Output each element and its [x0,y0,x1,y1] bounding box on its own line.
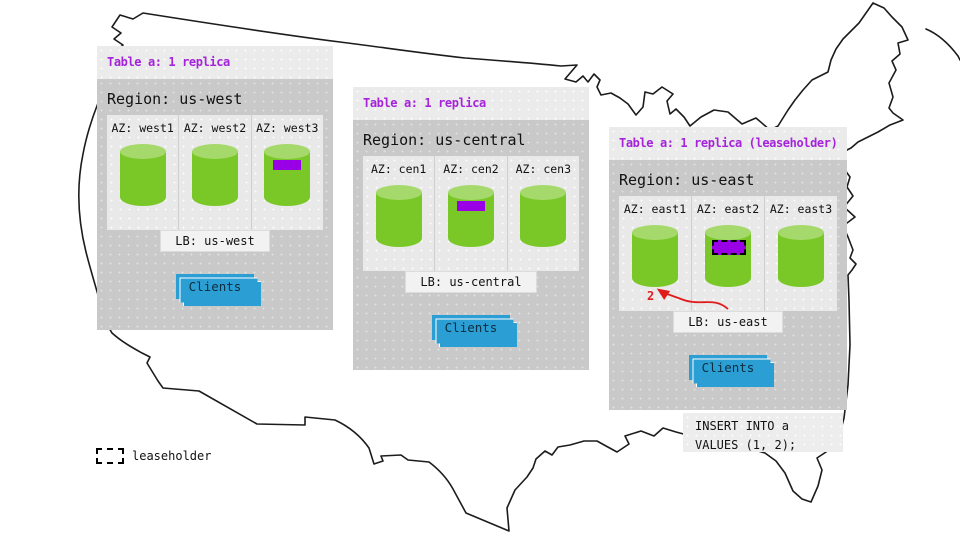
az-label: AZ: west3 [256,121,319,135]
leaseholder-range-chip [712,240,746,255]
database-cylinder [191,144,238,206]
region-panel-body: Region: us-west AZ: west1 AZ: west2 AZ: … [97,79,333,330]
az-label: AZ: east2 [696,202,760,216]
clients-button: Clients [175,274,255,299]
clients-button: Clients [688,355,768,380]
az-row: AZ: west1 AZ: west2 AZ: west3 [107,115,323,230]
leaseholder-swatch-icon [96,448,124,464]
clients-row: Clients [97,274,333,299]
database-cylinder [778,225,824,287]
az-label: AZ: cen3 [515,162,572,176]
load-balancer-box: LB: us-central [405,271,537,293]
az-label: AZ: cen2 [443,162,499,176]
load-balancer-box: LB: us-west [160,230,270,252]
az-cell-east1: AZ: east1 [619,196,691,311]
lb-row: LB: us-west [97,230,333,252]
sql-insert-box: INSERT INTO a VALUES (1, 2); [683,413,843,452]
az-cell-cen2: AZ: cen2 [434,156,506,271]
load-balancer-box: LB: us-east [673,311,783,333]
az-row: AZ: east1 AZ: east2 AZ: east3 [619,196,837,311]
region-title: Region: us-west [107,90,243,108]
region-panel-body: Region: us-central AZ: cen1 AZ: cen2 AZ:… [353,120,589,370]
az-cell-cen3: AZ: cen3 [506,156,579,271]
database-cylinder [632,225,678,287]
az-label: AZ: east1 [623,202,687,216]
region-title: Region: us-east [619,171,755,189]
database-cylinder [447,185,494,247]
replica-range-chip [456,201,485,211]
az-cell-east3: AZ: east3 [764,196,837,311]
az-label: AZ: west1 [111,121,174,135]
region-title: Region: us-central [363,131,526,149]
database-cylinder [705,225,751,287]
clients-row: Clients [353,315,589,340]
database-cylinder [520,185,567,247]
clients-row: Clients [609,355,847,380]
clients-button: Clients [431,315,511,340]
database-cylinder [375,185,422,247]
az-label: AZ: west2 [183,121,247,135]
legend: leaseholder [96,448,211,464]
region-panel-us-west: Table a: 1 replica Region: us-west AZ: w… [97,46,333,330]
table-replica-header: Table a: 1 replica [97,46,333,79]
database-cylinder [119,144,166,206]
lb-row: LB: us-east [609,311,847,333]
az-cell-cen1: AZ: cen1 [363,156,434,271]
northeast-coast-stroke [925,28,960,61]
region-panel-body: Region: us-east AZ: east1 AZ: east2 AZ: … [609,160,847,410]
sql-line-2: VALUES (1, 2); [695,437,797,452]
az-label: AZ: east3 [769,202,833,216]
az-cell-east2: AZ: east2 [691,196,764,311]
az-label: AZ: cen1 [370,162,427,176]
legend-label: leaseholder [132,449,212,463]
az-cell-west2: AZ: west2 [178,115,250,230]
database-cylinder [264,144,311,206]
region-panel-us-east: Table a: 1 replica (leaseholder) Region:… [609,127,847,410]
table-replica-header: Table a: 1 replica [353,87,589,120]
az-cell-west1: AZ: west1 [107,115,178,230]
region-panel-us-central: Table a: 1 replica Region: us-central AZ… [353,87,589,370]
az-row: AZ: cen1 AZ: cen2 AZ: cen3 [363,156,579,271]
lb-row: LB: us-central [353,271,589,293]
replica-range-chip [273,160,302,170]
sql-line-1: INSERT INTO a [695,419,789,433]
table-leaseholder-header: Table a: 1 replica (leaseholder) [609,127,847,160]
az-cell-west3: AZ: west3 [250,115,323,230]
